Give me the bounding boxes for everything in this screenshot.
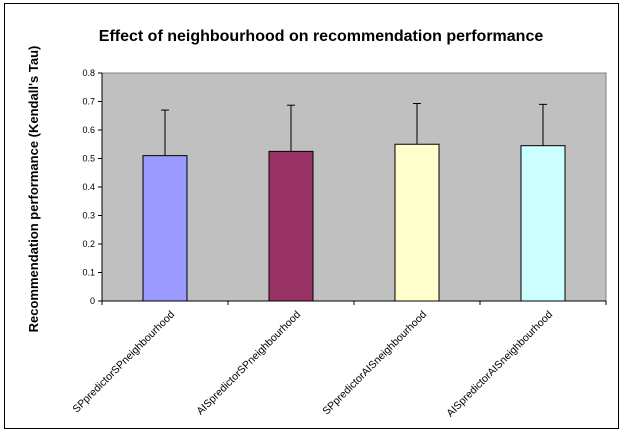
y-tick-label: 0 — [90, 296, 95, 306]
chart-title: Effect of neighbourhood on recommendatio… — [99, 28, 544, 45]
y-axis-label: Recommendation performance (Kendall's Ta… — [26, 46, 41, 333]
bar — [394, 143, 440, 302]
category-label: AISpredictorAISneighbourhood — [444, 309, 555, 420]
y-tick-label: 0.4 — [82, 182, 95, 192]
y-tick-label: 0.6 — [82, 125, 95, 135]
bar — [268, 150, 314, 302]
y-tick-label: 0.1 — [82, 268, 95, 278]
bar — [520, 145, 566, 302]
y-tick-label: 0.5 — [82, 154, 95, 164]
y-tick-label: 0.7 — [82, 97, 95, 107]
y-tick-label: 0.2 — [82, 239, 95, 249]
bar — [142, 155, 188, 302]
y-tick-label: 0.3 — [82, 211, 95, 221]
category-label: SPpredictorSPneighbourhood — [70, 309, 177, 416]
chart-canvas: Effect of neighbourhood on recommendatio… — [26, 28, 607, 420]
category-label: AISpredictorSPneighbourhood — [194, 309, 303, 418]
chart-frame: Effect of neighbourhood on recommendatio… — [4, 3, 619, 429]
category-label: SPpredictorAISneighbourhood — [320, 309, 429, 418]
y-tick-label: 0.8 — [82, 68, 95, 78]
